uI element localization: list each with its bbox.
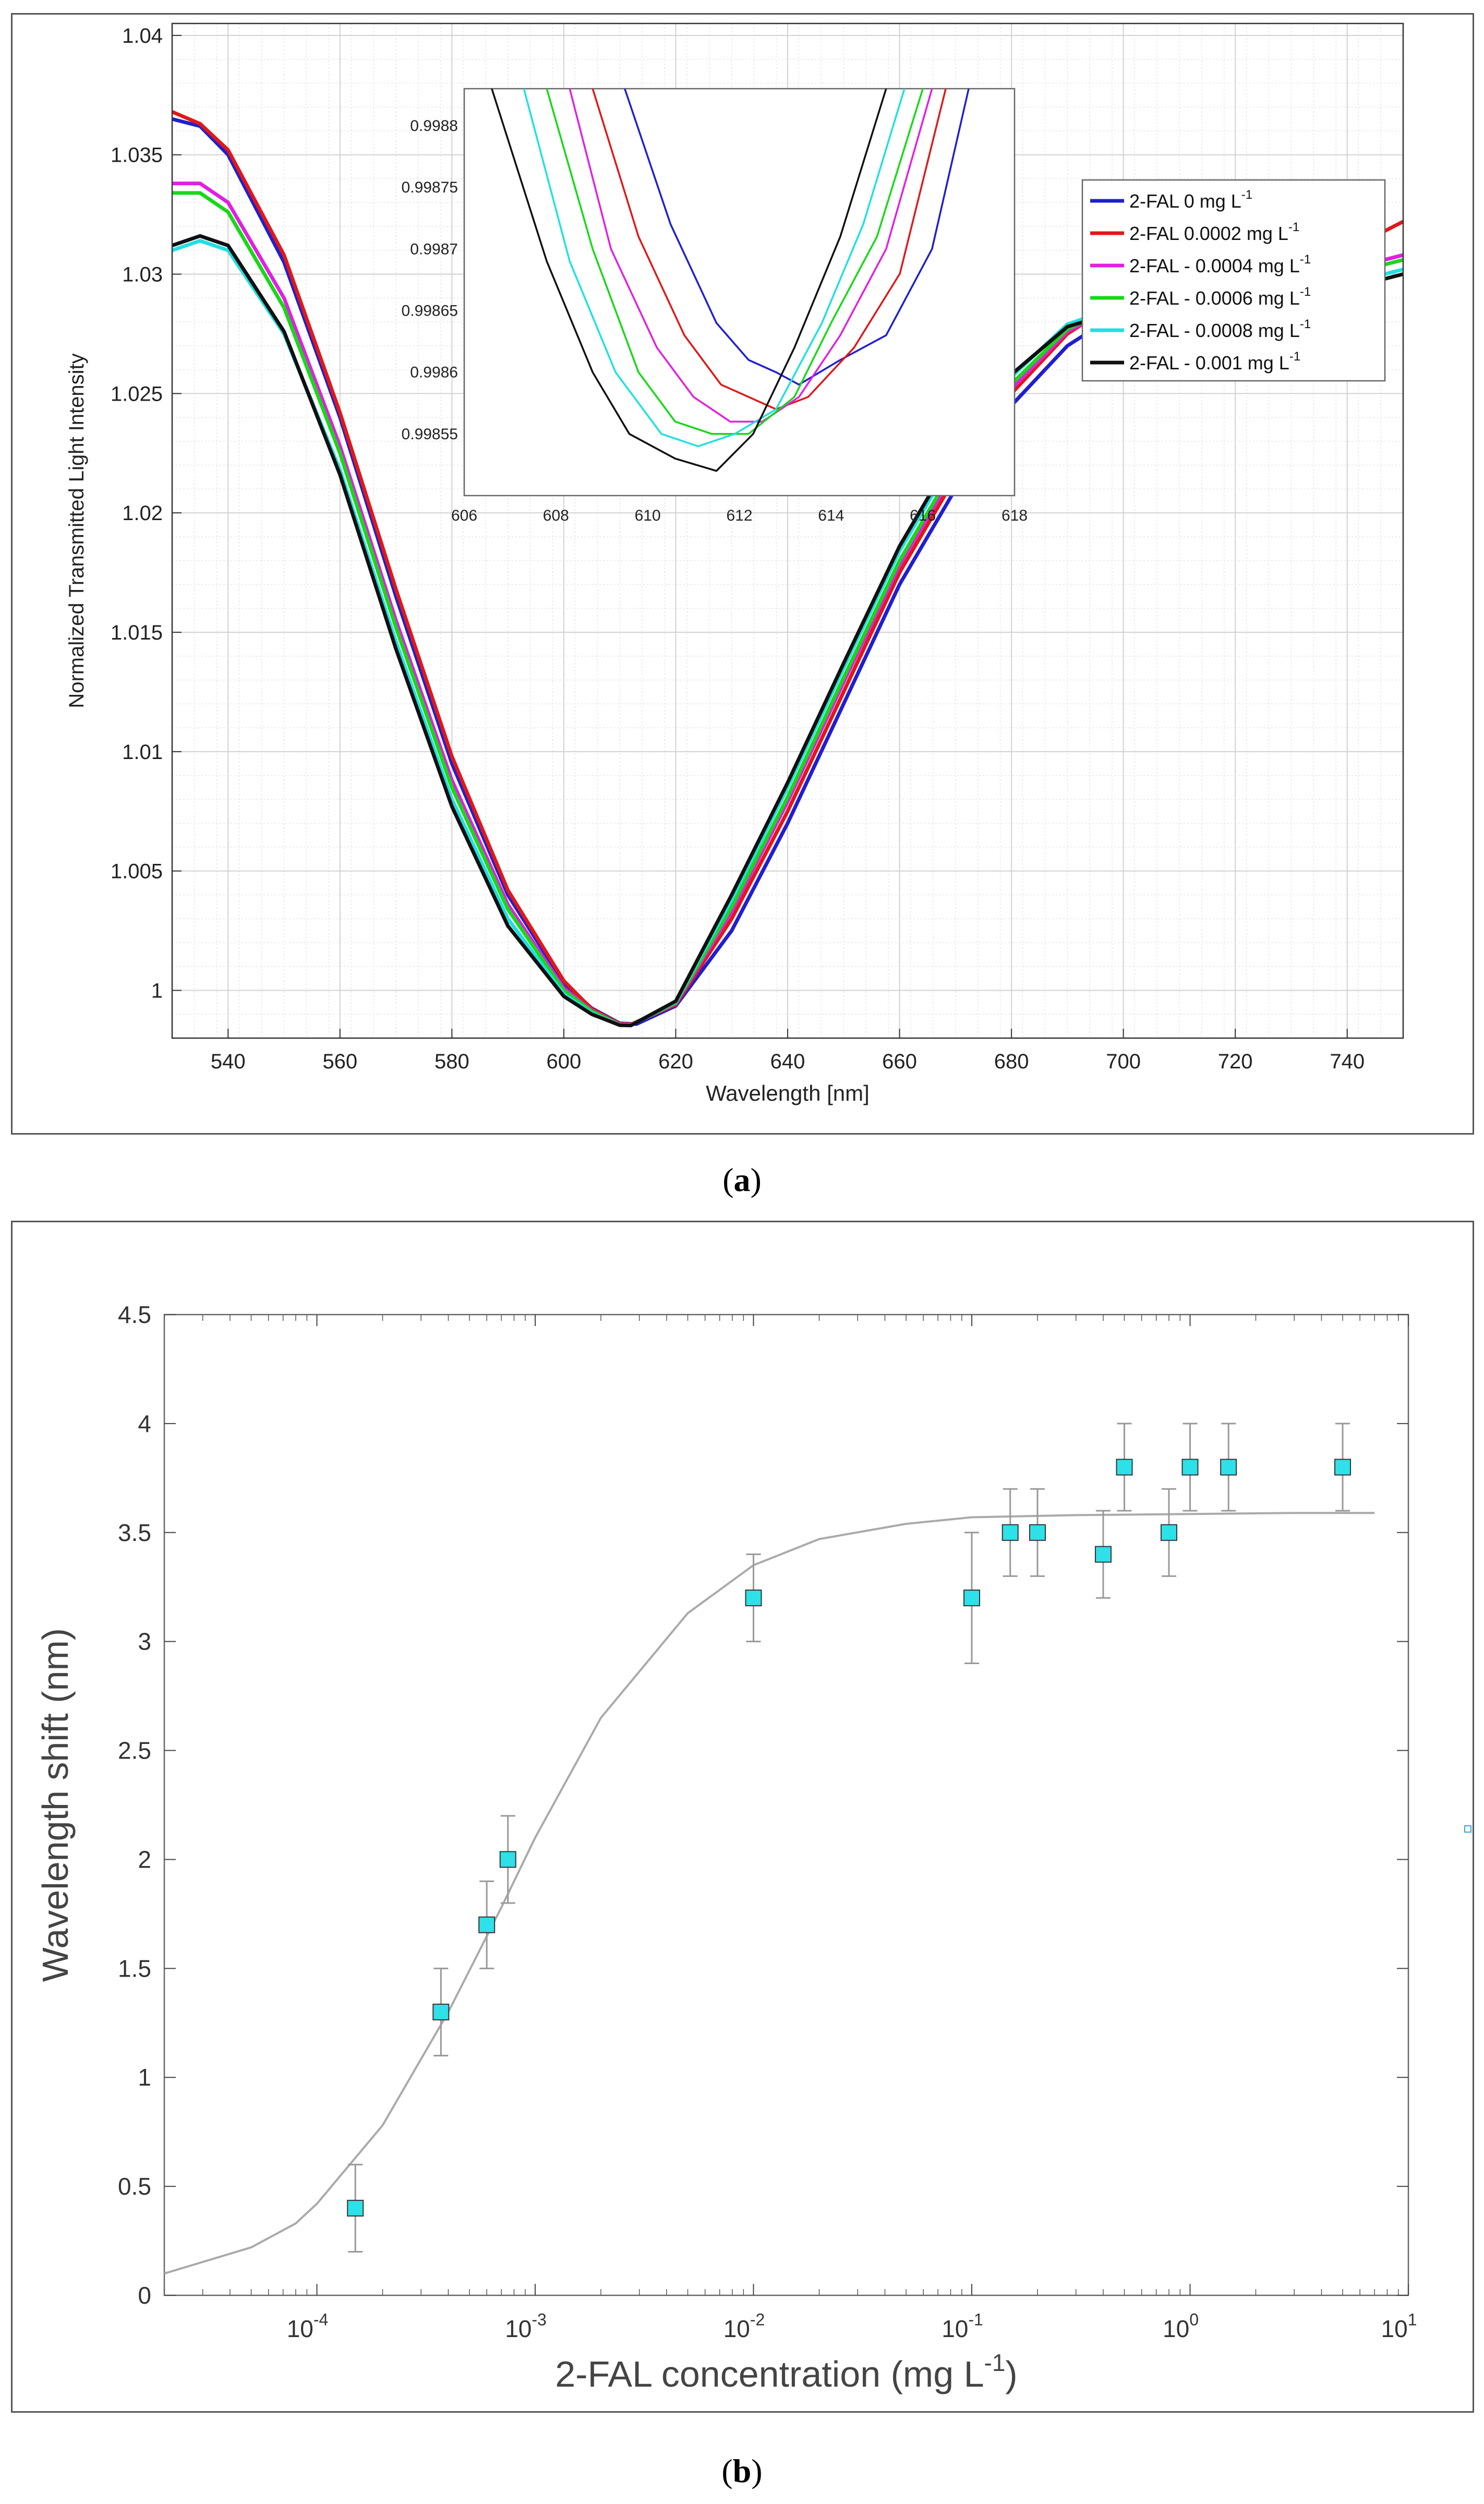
data-point-b <box>1094 1546 1112 1563</box>
data-point-b <box>1002 1524 1019 1541</box>
inset-x-tick-label: 610 <box>635 507 661 524</box>
legend-label-a-5: 2-FAL - 0.001 mg L-1 <box>1129 350 1300 374</box>
inset-series-line-0 <box>624 89 970 386</box>
y-tick-label-a: 1.035 <box>111 144 163 167</box>
inset-series-line-3 <box>546 89 924 435</box>
y-axis-label-a: Normalized Transmitted Light Intensity <box>65 353 88 708</box>
panel-label-b-letter: b <box>732 2452 752 2489</box>
y-tick-label-a: 1.03 <box>122 263 163 286</box>
panel-label-a: (a) <box>0 1161 1484 1199</box>
legend-label-a-2: 2-FAL - 0.0004 mg L-1 <box>1129 252 1311 276</box>
data-point-b <box>745 1590 762 1607</box>
plot-frame-b <box>163 1314 1409 2296</box>
y-tick-label-a: 1.025 <box>111 382 163 405</box>
y-tick-label-b: 3 <box>138 1628 151 1655</box>
legend-box-a <box>1081 179 1386 382</box>
panel-label-b-close: ) <box>751 2452 763 2489</box>
x-tick-label-a: 660 <box>882 1050 917 1073</box>
inset-x-tick-label: 608 <box>543 507 569 524</box>
x-tick-label-a: 680 <box>994 1050 1029 1073</box>
inset-y-tick-label: 0.9988 <box>410 117 458 135</box>
y-tick-label-a: 1.02 <box>122 502 163 525</box>
x-tick-label-a: 720 <box>1218 1050 1253 1073</box>
inset-series-line-5 <box>491 89 887 472</box>
y-tick-label-b: 1 <box>138 2064 151 2091</box>
legend-label-a-4: 2-FAL - 0.0008 mg L-1 <box>1129 317 1311 341</box>
data-point-b <box>499 1851 516 1868</box>
x-tick-label-a: 580 <box>435 1050 469 1073</box>
y-tick-label-b: 2 <box>138 1846 151 1873</box>
legend-label-a-0: 2-FAL 0 mg L-1 <box>1129 188 1252 212</box>
y-tick-label-a: 1.01 <box>122 741 163 764</box>
x-axis-label-a: Wavelength [nm] <box>706 1081 870 1105</box>
y-tick-label-a: 1.04 <box>122 25 163 47</box>
legend-label-a-3: 2-FAL - 0.0006 mg L-1 <box>1129 285 1311 309</box>
data-point-b <box>1029 1524 1046 1541</box>
x-tick-label-b: 10-2 <box>723 2310 765 2342</box>
inset-y-tick-label: 0.9987 <box>410 240 458 258</box>
panel-label-a-close: ) <box>750 1161 762 1198</box>
inset-series-line-1 <box>592 89 947 411</box>
data-point-b <box>1160 1524 1177 1541</box>
y-tick-label-b: 1.5 <box>118 1955 151 1982</box>
inset-series-group <box>491 89 970 472</box>
data-point-b <box>432 2003 450 2020</box>
panel-label-b-open: ( <box>721 2452 733 2489</box>
inset-x-tick-label: 614 <box>818 507 844 524</box>
y-tick-label-a: 1.015 <box>111 621 163 644</box>
inset-frame <box>463 88 1016 497</box>
y-tick-label-b: 0 <box>138 2282 151 2309</box>
x-tick-label-a: 560 <box>322 1050 357 1073</box>
x-tick-label-a: 620 <box>658 1050 693 1073</box>
legend-label-a-1: 2-FAL 0.0002 mg L-1 <box>1129 220 1299 244</box>
fit-curve-b <box>164 1512 1375 2275</box>
y-axis-label-b: Wavelength shift (nm) <box>35 1628 76 1982</box>
inset-x-tick-label: 618 <box>1002 507 1028 524</box>
y-tick-label-b: 3.5 <box>118 1519 151 1546</box>
data-point-b <box>1181 1459 1199 1476</box>
panel-label-a-letter: a <box>733 1161 751 1198</box>
inset-series-line-2 <box>569 89 933 423</box>
x-tick-label-a: 700 <box>1106 1050 1141 1073</box>
data-point-b <box>347 2199 364 2217</box>
inset-y-tick-label: 0.99855 <box>402 426 458 443</box>
x-tick-label-a: 600 <box>547 1050 582 1073</box>
x-tick-label-a: 540 <box>211 1050 246 1073</box>
panel-label-b: (b) <box>0 2452 1484 2490</box>
inset-series-line-4 <box>523 89 906 448</box>
x-tick-label-b: 10-3 <box>505 2310 547 2342</box>
data-point-b <box>963 1590 981 1607</box>
inset-x-tick-label: 606 <box>451 507 477 524</box>
inset-x-tick-label: 612 <box>726 507 752 524</box>
x-tick-label-b: 10-4 <box>287 2310 329 2342</box>
inset-x-tick-label: 616 <box>910 507 936 524</box>
data-point-b <box>1220 1459 1237 1476</box>
data-point-b <box>1334 1459 1352 1476</box>
inset-y-tick-label: 0.99875 <box>402 179 458 196</box>
stray-marker-b <box>1464 1825 1471 1833</box>
panel-label-a-open: ( <box>722 1161 734 1198</box>
y-tick-label-b: 2.5 <box>118 1737 151 1764</box>
data-point-b <box>1116 1459 1133 1476</box>
y-tick-label-b: 0.5 <box>118 2173 151 2200</box>
inset-y-tick-label: 0.9986 <box>410 364 458 381</box>
x-tick-label-a: 640 <box>770 1050 805 1073</box>
x-tick-label-b: 100 <box>1163 2310 1199 2342</box>
inset-y-tick-label: 0.99865 <box>402 302 458 319</box>
y-tick-label-a: 1.005 <box>111 860 163 883</box>
y-tick-label-b: 4 <box>138 1410 151 1437</box>
x-tick-label-a: 740 <box>1330 1050 1365 1073</box>
y-tick-label-a: 1 <box>151 979 163 1002</box>
x-axis-label-b: 2-FAL concentration (mg L-1) <box>555 2349 1017 2394</box>
y-tick-label-b: 4.5 <box>118 1301 151 1328</box>
x-tick-label-b: 10-1 <box>942 2310 983 2342</box>
x-tick-label-b: 101 <box>1381 2310 1417 2342</box>
data-point-b <box>478 1916 496 1933</box>
